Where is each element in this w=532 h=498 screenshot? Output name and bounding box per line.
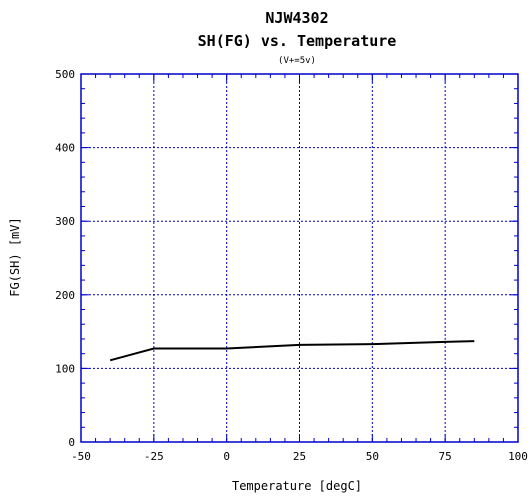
x-tick-label: 75	[439, 450, 452, 463]
grid	[81, 74, 518, 442]
y-axis-label: FG(SH) [mV]	[8, 217, 22, 296]
y-tick-label: 400	[55, 142, 75, 155]
plot-frame	[80, 73, 519, 443]
series-group	[109, 340, 475, 362]
y-tick-label: 100	[55, 362, 75, 375]
x-tick-label: 25	[293, 450, 306, 463]
series-line	[109, 340, 475, 362]
chart-condition: (V+=5v)	[278, 56, 316, 66]
y-tick-label: 500	[55, 68, 75, 81]
y-tick-labels: 0 100 200 300 400 500	[55, 68, 75, 449]
x-tick-label: 100	[508, 450, 528, 463]
chart-subtitle: SH(FG) vs. Temperature	[198, 32, 397, 50]
x-axis-label: Temperature [degC]	[232, 479, 362, 493]
x-tick-label: -25	[144, 450, 164, 463]
y-tick-label: 200	[55, 289, 75, 302]
y-tick-label: 0	[68, 436, 75, 449]
x-tick-label: 0	[223, 450, 230, 463]
y-tick-label: 300	[55, 215, 75, 228]
x-tick-labels: -50 -25 0 25 50 75 100	[71, 450, 528, 463]
chart-title: NJW4302	[265, 9, 328, 27]
x-tick-label: 50	[366, 450, 379, 463]
x-tick-label: -50	[71, 450, 91, 463]
